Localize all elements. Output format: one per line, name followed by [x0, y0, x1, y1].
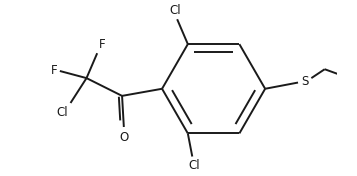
- Text: Cl: Cl: [188, 159, 200, 172]
- Text: Cl: Cl: [56, 106, 68, 119]
- Text: O: O: [119, 131, 129, 144]
- Text: F: F: [99, 37, 106, 51]
- Text: F: F: [51, 64, 57, 77]
- Text: S: S: [301, 75, 309, 88]
- Text: Cl: Cl: [170, 4, 181, 17]
